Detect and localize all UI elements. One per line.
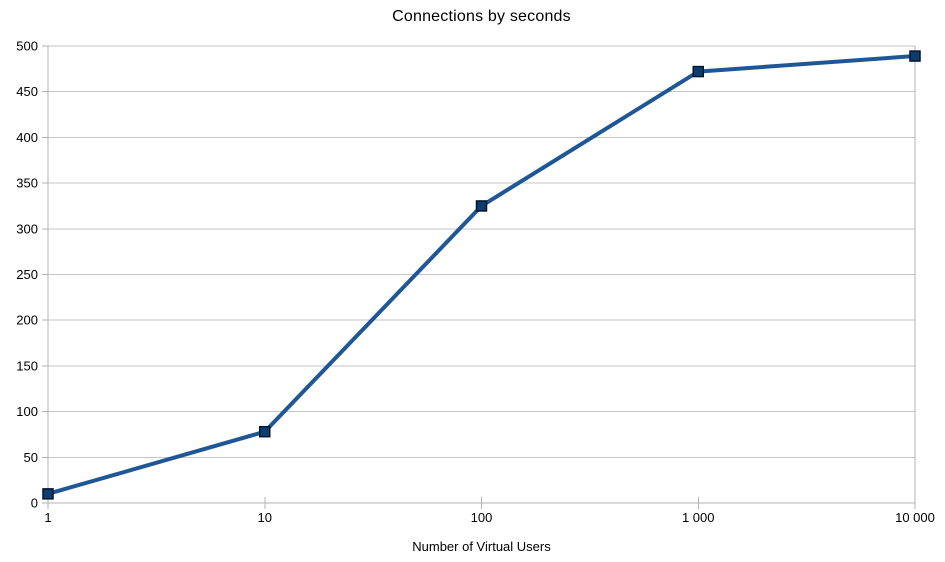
y-tick-label: 0 xyxy=(31,496,38,511)
y-tick-label: 200 xyxy=(16,313,38,328)
x-tick-label: 10 000 xyxy=(895,510,935,525)
y-tick-label: 350 xyxy=(16,176,38,191)
y-tick-label: 50 xyxy=(24,450,38,465)
data-point-marker xyxy=(42,488,54,500)
y-tick-label: 100 xyxy=(16,404,38,419)
y-tick-label: 400 xyxy=(16,130,38,145)
x-tick-label: 1 xyxy=(44,510,51,525)
data-point-marker xyxy=(475,200,488,212)
y-tick-label: 300 xyxy=(16,221,38,236)
y-tick-label: 450 xyxy=(16,84,38,99)
x-tick-label: 1 000 xyxy=(682,510,715,525)
x-tick-label: 10 xyxy=(258,510,272,525)
x-tick-label: 100 xyxy=(471,510,493,525)
data-point-marker xyxy=(259,425,271,438)
y-tick-label: 150 xyxy=(16,358,38,373)
data-point-marker xyxy=(909,50,921,62)
data-point-marker xyxy=(692,65,704,78)
y-tick-label: 250 xyxy=(16,267,38,282)
chart-title: Connections by seconds xyxy=(392,8,571,25)
y-tick-label: 500 xyxy=(16,39,38,54)
x-axis-title: Number of Virtual Users xyxy=(412,539,551,554)
